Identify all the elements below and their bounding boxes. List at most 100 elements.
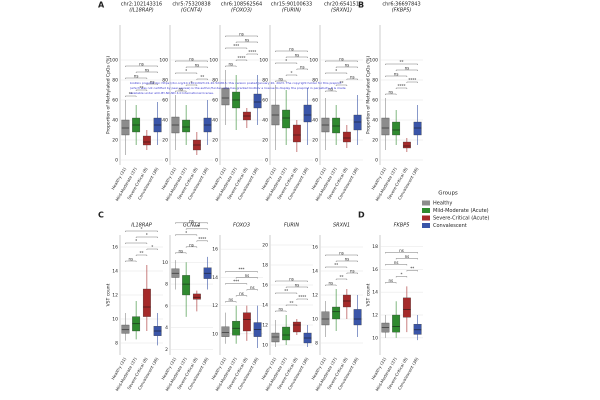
subplot-title: FOXO3 [233,223,250,229]
y-tick-label: 4 [165,325,168,331]
y-tick-label: 20 [372,138,378,144]
significance-label: ns [189,57,194,62]
significance-bracket [225,301,237,303]
watermark: (which was not certified by peer review)… [130,86,346,90]
significance-label: ns [345,257,350,262]
y-tick-label: 60 [372,98,378,104]
y-tick-label: 100 [159,58,168,64]
panel-label: B [358,1,364,10]
significance-bracket [235,59,248,61]
y-tick-label: 40 [112,118,118,124]
box [413,121,422,136]
y-tick-label: 80 [312,78,318,84]
significance-label: ns [289,277,294,282]
y-tick-label: 100 [309,58,318,64]
significance-bracket [146,248,158,250]
subplot-title: IL18RAP [131,223,152,229]
significance-label: ns [139,62,144,67]
subplot-subtitle: (GCNT4) [181,8,202,14]
significance-bracket [385,252,418,254]
significance-label: **** [408,78,416,83]
box [342,131,351,143]
significance-bracket [395,276,408,278]
y-tick-label: 100 [259,58,268,64]
significance-bracket [285,304,298,306]
y-tick-label: 18 [262,263,268,269]
significance-bracket [325,60,358,62]
y-tick-label: 60 [312,98,318,104]
y-tick-label: 8 [115,341,118,347]
significance-bracket [225,271,258,273]
significance-bracket [346,272,358,274]
watermark: bioRxiv preprint doi: https://doi.org/10… [130,81,342,85]
significance-label: ns [128,257,133,262]
box [303,104,312,123]
y-tick-label: 0 [215,158,218,164]
significance-label: **** [198,236,206,241]
box [271,332,280,343]
significance-bracket [235,295,248,297]
subplot-title: chr15:90100633 [271,2,312,8]
box [142,288,151,317]
legend-title: Groups [438,191,458,197]
significance-bracket [335,278,348,280]
subplot-subtitle: (FKBP5) [392,8,412,14]
significance-bracket [296,68,308,70]
subplot-subtitle: (FOXO3) [231,8,252,14]
y-tick-label: 12 [112,293,118,299]
significance-label: **** [298,295,306,300]
y-tick-label: 40 [312,118,318,124]
significance-bracket [325,72,348,74]
significance-bracket [246,53,258,55]
y-tick-label: 60 [162,98,168,104]
box [332,117,341,134]
significance-label: ns [250,285,255,290]
y-tick-label: 10 [262,343,268,349]
significance-label: ns [339,251,344,256]
box [182,275,191,296]
y-axis-label: Proportion of Methylated CpGs (%) [106,56,112,134]
subplot-subtitle: (SRXN1) [331,8,352,14]
significance-label: ns [345,63,350,68]
y-tick-label: 100 [209,58,218,64]
significance-label: ns [134,74,139,79]
significance-label: ns [178,87,183,92]
y-tick-label: 0 [265,158,268,164]
significance-bracket [325,266,348,268]
significance-bracket [385,282,397,284]
significance-bracket [125,230,158,232]
y-tick-label: 14 [212,275,218,281]
significance-label: ** [284,289,288,294]
significance-bracket [275,310,287,312]
y-tick-label: 80 [112,78,118,84]
significance-label: ** [140,86,144,91]
significance-bracket [325,254,358,256]
significance-label: ns [145,68,150,73]
y-tick-label: 80 [162,78,168,84]
significance-bracket [395,87,408,89]
significance-label: * [291,71,293,76]
significance-bracket [135,89,148,91]
significance-label: ns [405,66,410,71]
significance-bracket [125,65,158,67]
significance-bracket [395,69,418,71]
box [381,117,390,136]
significance-bracket [196,240,208,242]
box [353,309,362,326]
panel-label: C [98,211,104,220]
significance-bracket [225,283,248,285]
y-tick-label: 16 [112,245,118,251]
significance-label: *** [239,267,245,272]
significance-bracket [275,280,308,282]
significance-bracket [335,260,358,262]
significance-bracket [385,63,418,65]
significance-bracket [175,90,187,92]
y-tick-label: 10 [112,317,118,323]
box [192,293,201,300]
box [292,124,301,143]
y-tick-label: 6 [165,303,168,309]
significance-bracket [246,289,258,291]
y-tick-label: 18 [372,244,378,250]
significance-label: ** [340,81,344,86]
y-tick-label: 12 [212,303,218,309]
